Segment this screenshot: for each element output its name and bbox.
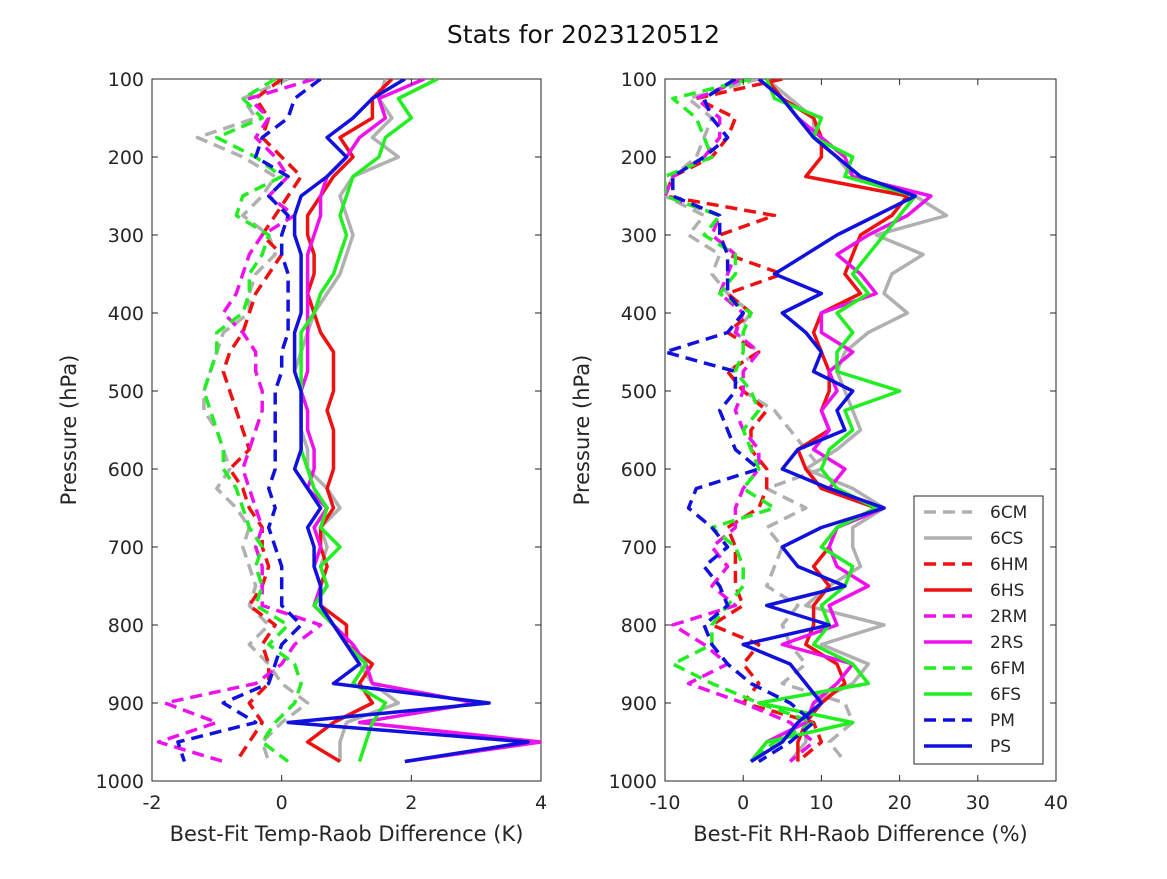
- temp-series-2rs: [299, 79, 541, 764]
- temp-series-ps: [286, 79, 530, 764]
- temp-xtick-label: -2: [143, 792, 162, 814]
- figure-title: Stats for 2023120512: [446, 20, 721, 49]
- rh-xtick-label: 10: [809, 792, 833, 814]
- temp-panel: -2 0 2 4 100 200 300 400 500 600 700 800 900 1000 Best…: [57, 69, 547, 846]
- temp-series-group: [156, 79, 541, 764]
- rh-ytick-label: 700: [621, 537, 657, 559]
- rh-ytick-label: 800: [621, 615, 657, 637]
- rh-series-2rs: [749, 79, 933, 763]
- rh-ytick-label: 1000: [609, 771, 657, 793]
- temp-ytick-label: 600: [108, 459, 144, 481]
- temp-series-pm: [176, 79, 322, 763]
- rh-xtick-label: 40: [1044, 792, 1068, 814]
- temp-ytick-label: 700: [108, 537, 144, 559]
- rh-series-group: [665, 79, 949, 763]
- legend-label-6hs: 6HS: [990, 581, 1024, 601]
- rh-ytick-label: 600: [621, 459, 657, 481]
- temp-ytick-label: 800: [108, 615, 144, 637]
- temp-series-6fm: [202, 79, 303, 763]
- temp-ytick-label: 200: [108, 147, 144, 169]
- legend-label-6fm: 6FM: [990, 659, 1025, 679]
- temp-ytick-label: 1000: [96, 771, 144, 793]
- rh-xtick-label: 20: [888, 792, 912, 814]
- rh-series-ps: [741, 79, 917, 763]
- rh-series-6fm: [665, 79, 816, 763]
- rh-ytick-label: 100: [621, 69, 657, 91]
- rh-xtick-label: 0: [737, 792, 749, 814]
- rh-xtick-label: 30: [966, 792, 990, 814]
- rh-y-axis-label: Pressure (hPa): [570, 355, 594, 506]
- temp-xtick-label: 4: [535, 792, 547, 814]
- temp-ytick-label: 900: [108, 693, 144, 715]
- rh-ytick-label: 200: [621, 147, 657, 169]
- legend-box: [913, 495, 1044, 765]
- temp-series-2rm: [156, 79, 323, 764]
- legend-label-6fs: 6FS: [990, 685, 1021, 705]
- legend-label-2rs: 2RS: [990, 633, 1023, 653]
- temp-x-axis-label: Best-Fit Temp-Raob Difference (K): [170, 822, 524, 846]
- rh-ytick-label: 500: [621, 381, 657, 403]
- legend: 6CM 6CS 6HM 6HS 2RM 2RS 6FM 6FS PM PS: [913, 495, 1044, 765]
- legend-label-ps: PS: [990, 737, 1011, 757]
- legend-label-6cs: 6CS: [990, 529, 1023, 549]
- temp-ytick-label: 500: [108, 381, 144, 403]
- rh-ytick-label: 400: [621, 303, 657, 325]
- temp-ytick-label: 300: [108, 225, 144, 247]
- temp-xtick-label: 2: [405, 792, 417, 814]
- temp-ytick-label: 400: [108, 303, 144, 325]
- rh-x-axis-label: Best-Fit RH-Raob Difference (%): [693, 822, 1027, 846]
- legend-label-6hm: 6HM: [990, 555, 1028, 575]
- temp-series-6cm: [195, 79, 310, 763]
- rh-ytick-label: 900: [621, 693, 657, 715]
- rh-ytick-label: 300: [621, 225, 657, 247]
- rh-xtick-label: -10: [649, 792, 680, 814]
- legend-label-pm: PM: [990, 711, 1015, 731]
- temp-y-axis-label: Pressure (hPa): [57, 355, 81, 506]
- legend-label-2rm: 2RM: [990, 607, 1027, 627]
- legend-label-6cm: 6CM: [990, 503, 1027, 523]
- rh-series-pm: [665, 79, 816, 763]
- temp-ytick-label: 100: [108, 69, 144, 91]
- temp-xtick-label: 0: [276, 792, 288, 814]
